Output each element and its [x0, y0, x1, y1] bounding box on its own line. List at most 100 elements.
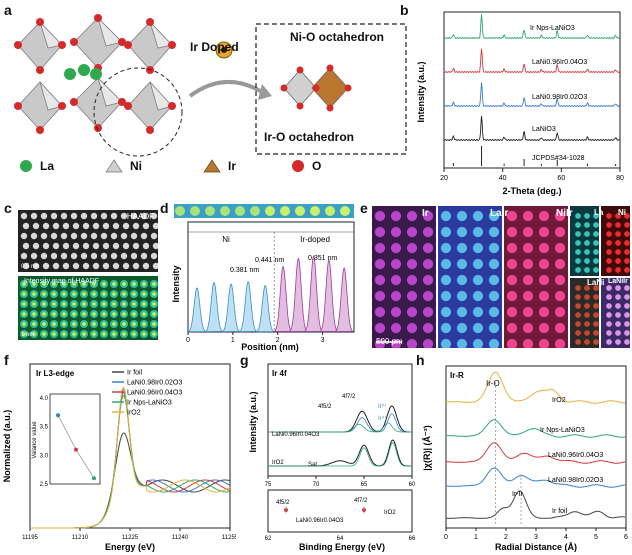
eds-map-dot	[390, 242, 402, 254]
intensity-atom-core	[112, 332, 116, 336]
eds-map-dot	[456, 306, 468, 318]
ir-peak	[303, 255, 324, 332]
strip-atom	[325, 206, 335, 216]
eds-map-dot	[456, 338, 468, 348]
panel-label-c: c	[4, 200, 12, 216]
eds-map-dot	[584, 303, 590, 309]
haadf-atom	[102, 242, 110, 250]
eds-map-dot	[422, 226, 434, 238]
profile-xtick-label: 3	[321, 337, 325, 344]
eds-map-dot	[538, 290, 550, 302]
ni-peak	[238, 280, 258, 332]
eds-map-dot	[538, 242, 550, 254]
haadf-atom	[22, 222, 30, 230]
haadf-atom	[122, 222, 130, 230]
eds-map-dot	[624, 339, 630, 345]
eds-map-dot	[472, 338, 484, 348]
xps-bottom-ir4	[268, 442, 412, 467]
eds-map-dot	[472, 306, 484, 318]
haadf-atom	[70, 232, 78, 240]
haadf-atom	[130, 252, 138, 260]
eds-map-dot	[488, 210, 500, 222]
inset-ylabel: Valance value	[32, 421, 38, 459]
exafs-series-line-4	[445, 467, 626, 488]
eds-map-dot	[422, 274, 434, 286]
eds-map-dot	[584, 222, 590, 228]
eds-map-dot	[584, 339, 590, 345]
eds-map-dot	[440, 210, 452, 222]
eds-map-dot	[606, 285, 612, 291]
eds-map-dot	[584, 294, 590, 300]
xps-sample-2: IrO2	[272, 460, 284, 466]
intensity-atom-core	[152, 282, 156, 286]
haadf-atom	[120, 252, 128, 260]
eds-map-dot	[624, 330, 630, 336]
eds-map-dot	[472, 290, 484, 302]
eds-map-dot	[584, 285, 590, 291]
eds-map-dot	[593, 294, 599, 300]
eds-map-dot	[593, 330, 599, 336]
legend-o: O	[312, 159, 322, 173]
intensity-atom-core	[122, 282, 126, 286]
eds-map-dot	[488, 290, 500, 302]
eds-map-dot	[488, 306, 500, 318]
exafs-xtick-label: 1	[474, 534, 478, 541]
haadf-atom	[110, 212, 118, 220]
haadf-atom	[140, 212, 148, 220]
inset-ytick-label: 4.0	[40, 396, 49, 402]
intensity-atom-core	[22, 302, 26, 306]
intensity-atom-core	[32, 322, 36, 326]
haadf-atom	[22, 262, 30, 270]
eds-map-dot	[406, 338, 418, 348]
intensity-atom-core	[42, 312, 46, 316]
eds-map-dot	[606, 303, 612, 309]
eds-map-dot	[472, 322, 484, 334]
ni-peak	[220, 283, 242, 333]
intensity-atom-core	[102, 312, 106, 316]
intensity-map-image: Intensity map of HAADF 1 nm	[18, 276, 158, 340]
eds-map-dot	[575, 267, 581, 273]
haadf-atom	[70, 212, 78, 220]
eds-map-dot	[406, 306, 418, 318]
haadf-atom	[72, 242, 80, 250]
xps-top-ir3	[268, 413, 412, 433]
intensity-atom-core	[132, 292, 136, 296]
haadf-atom	[150, 212, 158, 220]
eds-map-dot	[593, 240, 599, 246]
panel-b: 2-Theta (deg.) Intensity (a.u.) 20 40 60 80…	[412, 0, 632, 200]
haadf-atom	[72, 262, 80, 270]
strip-atom	[220, 206, 230, 216]
exafs-xtick-label: 0	[444, 534, 448, 541]
haadf-atom	[130, 212, 138, 220]
eds-map-dot	[390, 322, 402, 334]
eds-map-dot	[422, 306, 434, 318]
eds-map-dot	[406, 322, 418, 334]
intensity-atom-core	[32, 302, 36, 306]
eds-map-dot	[538, 210, 550, 222]
xanes-chart: Ir L3-edge 11195 11210 11225 11240 11255 Ir …	[2, 363, 236, 552]
xps-bottom-xtick-label: 66	[409, 536, 416, 542]
eds-map-dot	[538, 306, 550, 318]
eds-map-dot	[606, 267, 612, 273]
xps-ylabel: Intensity (a.u.)	[248, 391, 258, 452]
bottom-peak-label-1: 4f5/2	[276, 500, 290, 506]
exafs-xtick-label: 5	[594, 534, 598, 541]
ni-peak	[187, 287, 207, 333]
eds-map-dot	[606, 321, 612, 327]
exafs-xtick-label: 3	[534, 534, 538, 541]
haadf-atom	[120, 232, 128, 240]
eds-map-dot	[374, 242, 386, 254]
eds-map-dot	[390, 338, 402, 348]
eds-map-dot	[584, 240, 590, 246]
strip-atom	[340, 206, 350, 216]
xrd-series-line-2	[443, 48, 620, 74]
distance-label-3: 0.351 nm	[308, 255, 337, 262]
haadf-atom	[42, 262, 50, 270]
intensity-atom-core	[132, 282, 136, 286]
eds-map-dot	[584, 312, 590, 318]
eds-map-dot	[606, 222, 612, 228]
eds-map-dot	[615, 231, 621, 237]
panel-label-a: a	[4, 2, 12, 18]
haadf-atom	[20, 212, 28, 220]
eds-map-dot	[606, 231, 612, 237]
